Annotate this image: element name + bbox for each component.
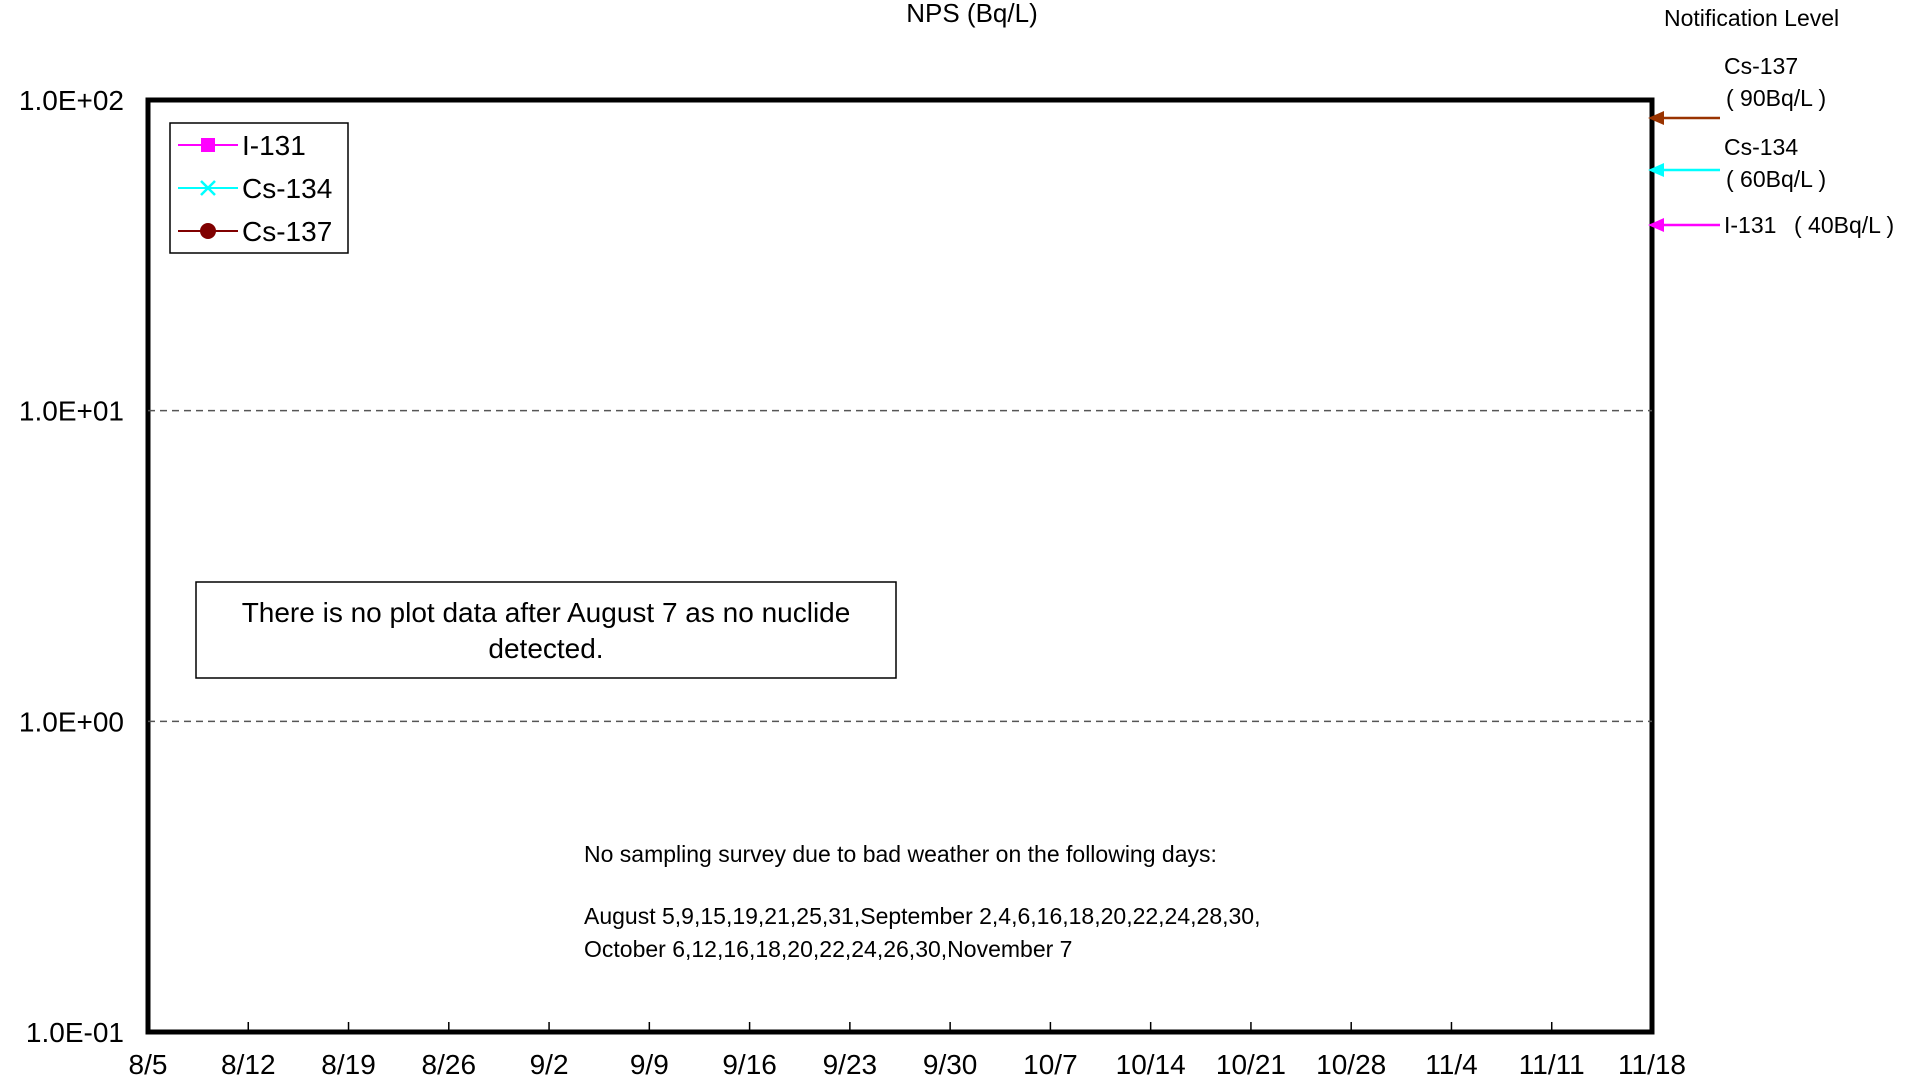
- x-tick-label: 9/30: [923, 1049, 978, 1080]
- notification-cs137: Cs-137 ( 90Bq/L ): [1648, 53, 1826, 125]
- y-tick-label: 1.0E+01: [19, 396, 124, 427]
- x-tick-label: 10/28: [1316, 1049, 1386, 1080]
- plot-area: [145, 97, 1655, 1035]
- notification-i131: I-131 ( 40Bq/L ): [1648, 212, 1894, 238]
- x-tick-label: 10/7: [1023, 1049, 1078, 1080]
- x-tick-label: 8/26: [422, 1049, 477, 1080]
- y-tick-label: 1.0E+00: [19, 706, 124, 737]
- legend-label-cs134: Cs-134: [242, 173, 332, 204]
- y-tick-label: 1.0E-01: [26, 1017, 124, 1048]
- notification-i131-level: ( 40Bq/L ): [1794, 212, 1894, 238]
- y-axis: 1.0E-01 1.0E+00 1.0E+01 1.0E+02: [19, 85, 124, 1048]
- x-tick-label: 9/16: [722, 1049, 777, 1080]
- grid-lines: [148, 409, 1652, 723]
- x-tick-label: 9/2: [530, 1049, 569, 1080]
- no-sampling-note: No sampling survey due to bad weather on…: [584, 841, 1260, 962]
- notification-cs137-name: Cs-137: [1724, 53, 1798, 79]
- x-tick-label: 10/21: [1216, 1049, 1286, 1080]
- x-tick-label: 8/19: [321, 1049, 376, 1080]
- notification-cs134-name: Cs-134: [1724, 134, 1798, 160]
- arrowhead-icon: [1648, 218, 1664, 232]
- notification-i131-name: I-131: [1724, 212, 1776, 238]
- notification-cs137-level: ( 90Bq/L ): [1726, 85, 1826, 111]
- square-marker-icon: [201, 138, 215, 152]
- no-sampling-line-3: October 6,12,16,18,20,22,24,26,30,Novemb…: [584, 936, 1072, 962]
- no-data-note: There is no plot data after August 7 as …: [195, 581, 897, 679]
- notification-levels: Notification Level Cs-137 ( 90Bq/L ) Cs-…: [1648, 5, 1894, 238]
- legend-label-i131: I-131: [242, 130, 306, 161]
- x-marker-icon: [200, 180, 216, 196]
- legend-item-cs137: Cs-137: [178, 216, 332, 247]
- legend: I-131 Cs-134 Cs-137: [169, 122, 349, 254]
- arrowhead-icon: [1648, 163, 1664, 177]
- notification-heading: Notification Level: [1664, 5, 1839, 31]
- x-tick-label: 10/14: [1116, 1049, 1186, 1080]
- x-axis: 8/5 8/12 8/19 8/26 9/2 9/9 9/16 9/23 9/30 10/7 10/…: [129, 1022, 1686, 1080]
- x-tick-label: 11/4: [1425, 1049, 1477, 1080]
- legend-item-i131: I-131: [178, 130, 306, 161]
- x-tick-label: 8/5: [129, 1049, 168, 1080]
- x-tick-label: 9/23: [823, 1049, 878, 1080]
- no-data-text: There is no plot data after August 7 as …: [242, 597, 851, 664]
- legend-item-cs134: Cs-134: [178, 173, 332, 204]
- no-data-box: [195, 581, 897, 679]
- arrowhead-icon: [1648, 111, 1664, 125]
- chart-title: NPS (Bq/L): [906, 0, 1038, 28]
- y-tick-label: 1.0E+02: [19, 85, 124, 116]
- x-tick-label: 11/11: [1519, 1049, 1585, 1080]
- legend-label-cs137: Cs-137: [242, 216, 332, 247]
- no-sampling-line-2: August 5,9,15,19,21,25,31,September 2,4,…: [584, 903, 1260, 929]
- notification-cs134: Cs-134 ( 60Bq/L ): [1648, 134, 1826, 192]
- x-tick-label: 11/18: [1618, 1049, 1686, 1080]
- circle-marker-icon: [200, 223, 216, 239]
- x-tick-label: 9/9: [630, 1049, 669, 1080]
- no-sampling-line-1: No sampling survey due to bad weather on…: [584, 841, 1217, 867]
- x-tick-label: 8/12: [221, 1049, 276, 1080]
- notification-cs134-level: ( 60Bq/L ): [1726, 166, 1826, 192]
